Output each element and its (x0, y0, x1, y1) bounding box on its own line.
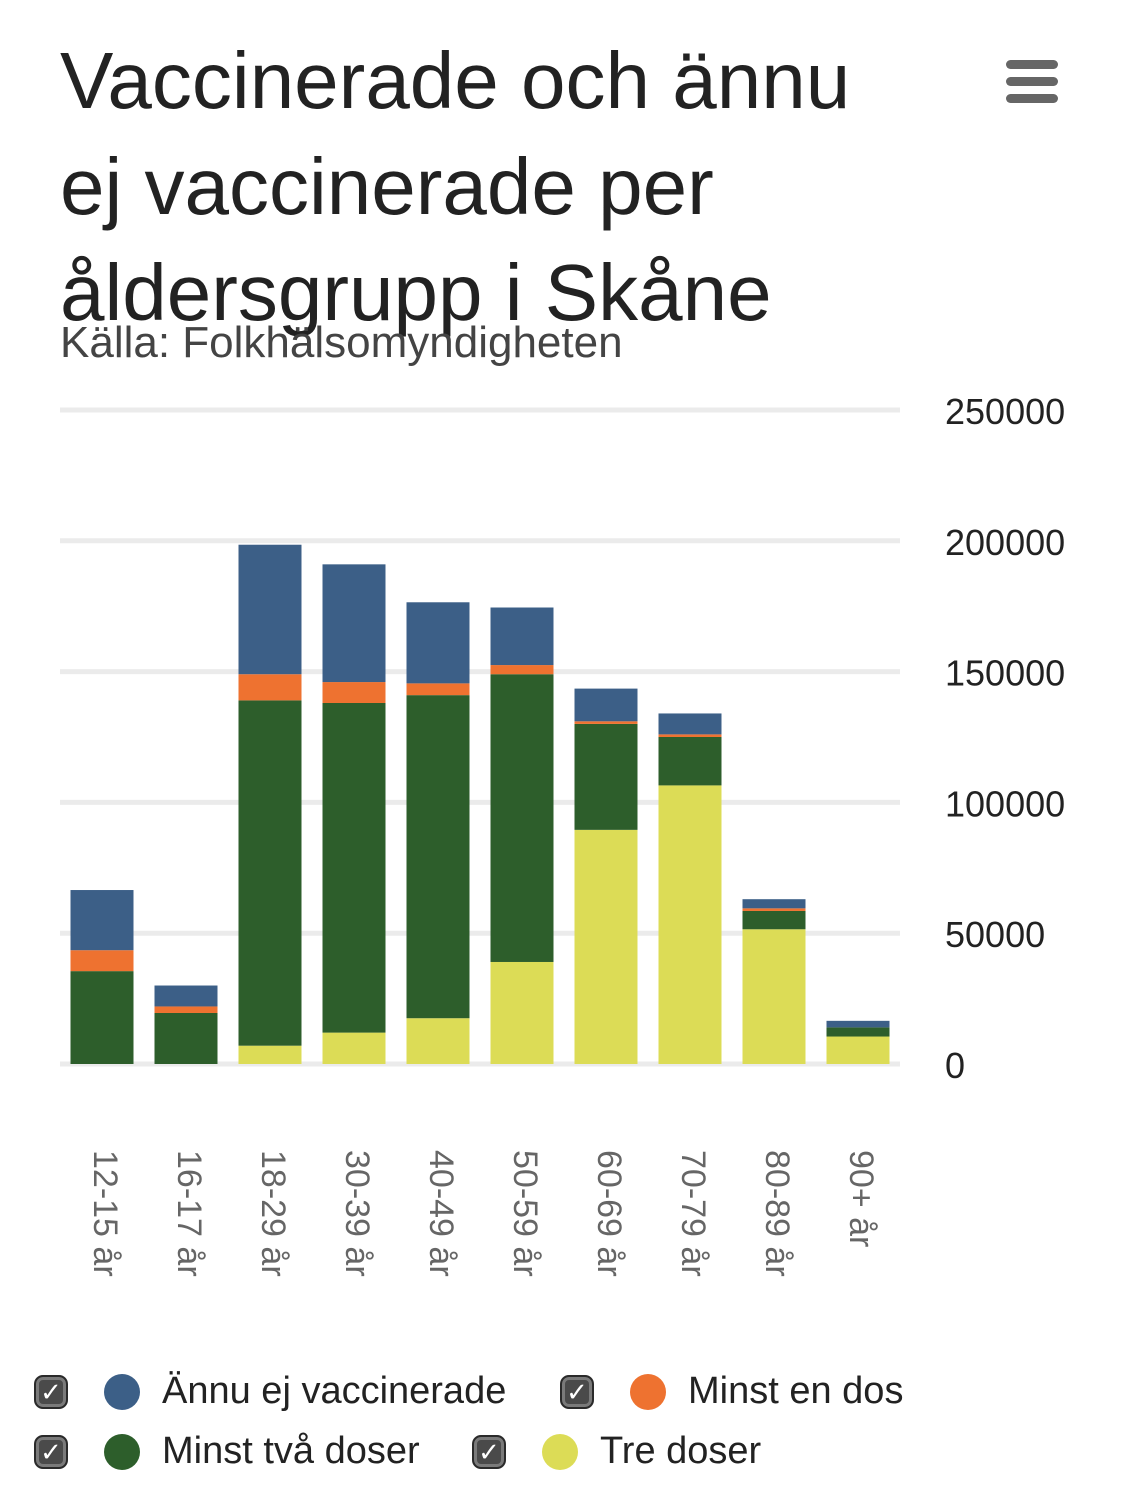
legend-label: Minst en dos (688, 1370, 904, 1412)
legend-swatch-blue (104, 1373, 140, 1410)
menu-bar (1006, 60, 1058, 69)
bar-segment (658, 734, 722, 737)
y-tick-label: 50000 (945, 914, 1045, 955)
bar-segment (658, 737, 722, 786)
bar-segment (574, 688, 638, 722)
x-tick-label: 90+ år (842, 1150, 880, 1247)
bar-segment (574, 723, 638, 830)
x-tick-label: 40-49 år (422, 1150, 460, 1277)
bar-segment (742, 910, 806, 930)
bar-segment (490, 961, 554, 1064)
bar-segment (322, 702, 386, 1033)
bar-segment (322, 682, 386, 703)
bar-segment (154, 1006, 218, 1013)
menu-bar (1006, 77, 1058, 86)
bar-segment (70, 950, 134, 972)
bar-segment (658, 785, 722, 1064)
x-tick-label: 12-15 år (86, 1150, 124, 1277)
bar-segment (154, 985, 218, 1007)
checkbox-checked-icon[interactable]: ✓ (560, 1374, 594, 1409)
bar-segment (154, 1012, 218, 1064)
bar-segment (742, 908, 806, 911)
y-tick-label: 0 (945, 1045, 965, 1086)
bar-segment (490, 674, 554, 962)
x-tick-label: 16-17 år (170, 1150, 208, 1277)
bar-segment (238, 674, 302, 701)
legend-item-minst-en-dos[interactable]: ✓ Minst en dos (560, 1370, 903, 1413)
y-tick-label: 100000 (945, 783, 1065, 824)
bar-segment (490, 607, 554, 666)
legend-swatch-orange (630, 1373, 666, 1410)
hamburger-menu-icon[interactable] (1000, 56, 1064, 108)
x-tick-label: 60-69 år (590, 1150, 628, 1277)
legend-item-annu-ej-vaccinerade[interactable]: ✓ Ännu ej vaccinerade (34, 1370, 506, 1413)
bar-segment (490, 665, 554, 675)
bar-segment (826, 1036, 890, 1064)
legend-swatch-yellow (542, 1433, 578, 1470)
bar-segment (826, 1027, 890, 1037)
checkbox-checked-icon[interactable]: ✓ (472, 1434, 506, 1469)
legend-label: Ännu ej vaccinerade (162, 1370, 507, 1412)
legend-item-minst-tva-doser[interactable]: ✓ Minst två doser (34, 1430, 420, 1473)
bar-segment (574, 829, 638, 1064)
bar-segment (574, 721, 638, 724)
bar-segment (742, 899, 806, 909)
menu-bar (1006, 94, 1058, 103)
bar-segment (406, 1018, 470, 1064)
x-tick-label: 30-39 år (338, 1150, 376, 1277)
checkbox-checked-icon[interactable]: ✓ (34, 1434, 68, 1469)
legend-item-tre-doser[interactable]: ✓ Tre doser (472, 1430, 761, 1473)
bar-segment (742, 929, 806, 1064)
y-tick-label: 250000 (945, 391, 1065, 432)
x-tick-label: 80-89 år (758, 1150, 796, 1277)
bar-segment (658, 713, 722, 735)
checkbox-checked-icon[interactable]: ✓ (34, 1374, 68, 1409)
chart-title: Vaccinerade och ännu ej vaccinerade per … (60, 36, 851, 337)
y-tick-label: 150000 (945, 653, 1065, 694)
legend-label: Tre doser (600, 1430, 762, 1472)
legend-label: Minst två doser (162, 1430, 420, 1472)
bar-segment (70, 890, 134, 951)
bar-segment (406, 695, 470, 1019)
bar-segment (238, 544, 302, 675)
y-tick-label: 200000 (945, 522, 1065, 563)
bar-segment (70, 971, 134, 1064)
stacked-bar-chart: 0 50000 100000 150000 200000 250000 12-15 år 16… (60, 391, 1065, 1277)
x-tick-label: 50-59 år (506, 1150, 544, 1277)
bar-segment (406, 683, 470, 696)
legend-swatch-green (104, 1433, 140, 1470)
bar-segment (826, 1020, 890, 1028)
bar-segment (322, 1032, 386, 1064)
bar-segment (322, 564, 386, 683)
x-tick-label: 70-79 år (674, 1150, 712, 1277)
x-tick-label: 18-29 år (254, 1150, 292, 1277)
bar-segment (238, 1045, 302, 1064)
bar-segment (238, 700, 302, 1046)
chart-subtitle: Källa: Folkhälsomyndigheten (60, 318, 623, 367)
chart-legend: ✓ Ännu ej vaccinerade ✓ Minst en dos ✓ M… (0, 1360, 1125, 1490)
bar-segment (406, 602, 470, 684)
